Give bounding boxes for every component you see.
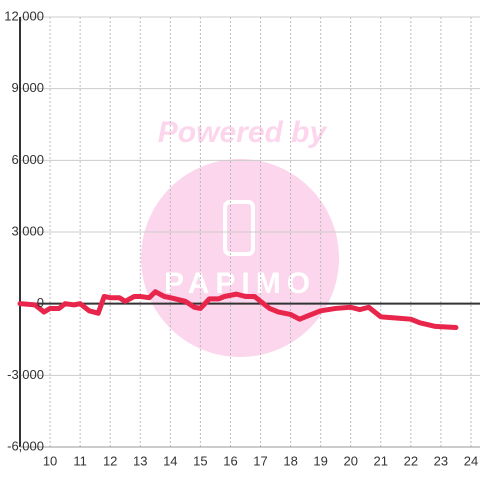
watermark-text: Powered by [158,116,328,149]
x-tick-label: 13 [133,453,147,468]
y-tick-label: 0 [37,295,44,310]
y-tick-label: 9,000 [11,80,44,95]
x-tick-label: 14 [163,453,177,468]
plot [17,289,459,331]
x-tick-label: 22 [404,453,418,468]
x-tick-label: 10 [43,453,57,468]
x-tick-label: 12 [103,453,117,468]
x-tick-label: 24 [464,453,478,468]
x-tick-label: 23 [434,453,448,468]
x-tick-label: 20 [343,453,357,468]
x-tick-label: 17 [253,453,267,468]
x-tick-label: 15 [193,453,207,468]
y-tick-label: 12,000 [4,8,44,23]
watermark-icon [223,200,255,256]
y-tick-label: -3,000 [7,367,44,382]
x-tick-label: 21 [374,453,388,468]
y-tick-label: -6,000 [7,438,44,453]
grid [19,16,480,448]
x-tick-label: 11 [73,453,87,468]
data-line [17,289,459,331]
x-tick-label: 16 [223,453,237,468]
x-tick-label: 18 [283,453,297,468]
y-tick-label: 3,000 [11,223,44,238]
y-tick-label: 6,000 [11,152,44,167]
x-tick-label: 19 [313,453,327,468]
